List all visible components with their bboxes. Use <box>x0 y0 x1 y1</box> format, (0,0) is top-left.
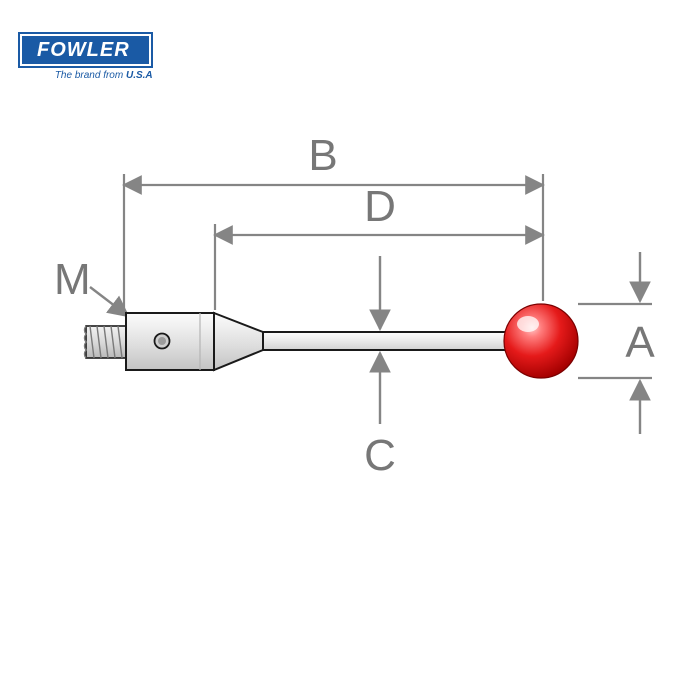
ruby-ball <box>504 304 578 378</box>
label-C: C <box>364 431 396 480</box>
body <box>126 313 214 370</box>
probe-diagram: B D M <box>0 0 700 700</box>
dimension-M: M <box>54 255 128 316</box>
thread <box>85 326 127 358</box>
label-D: D <box>364 182 396 231</box>
stem <box>263 332 512 350</box>
dimension-B: B <box>124 131 543 310</box>
probe-assembly <box>85 304 579 378</box>
label-A: A <box>625 318 655 367</box>
ball-highlight <box>517 316 539 332</box>
label-M: M <box>54 255 91 304</box>
label-B: B <box>308 131 337 180</box>
dimension-A: A <box>578 252 655 434</box>
dimension-C: C <box>364 256 396 480</box>
taper <box>214 313 263 370</box>
